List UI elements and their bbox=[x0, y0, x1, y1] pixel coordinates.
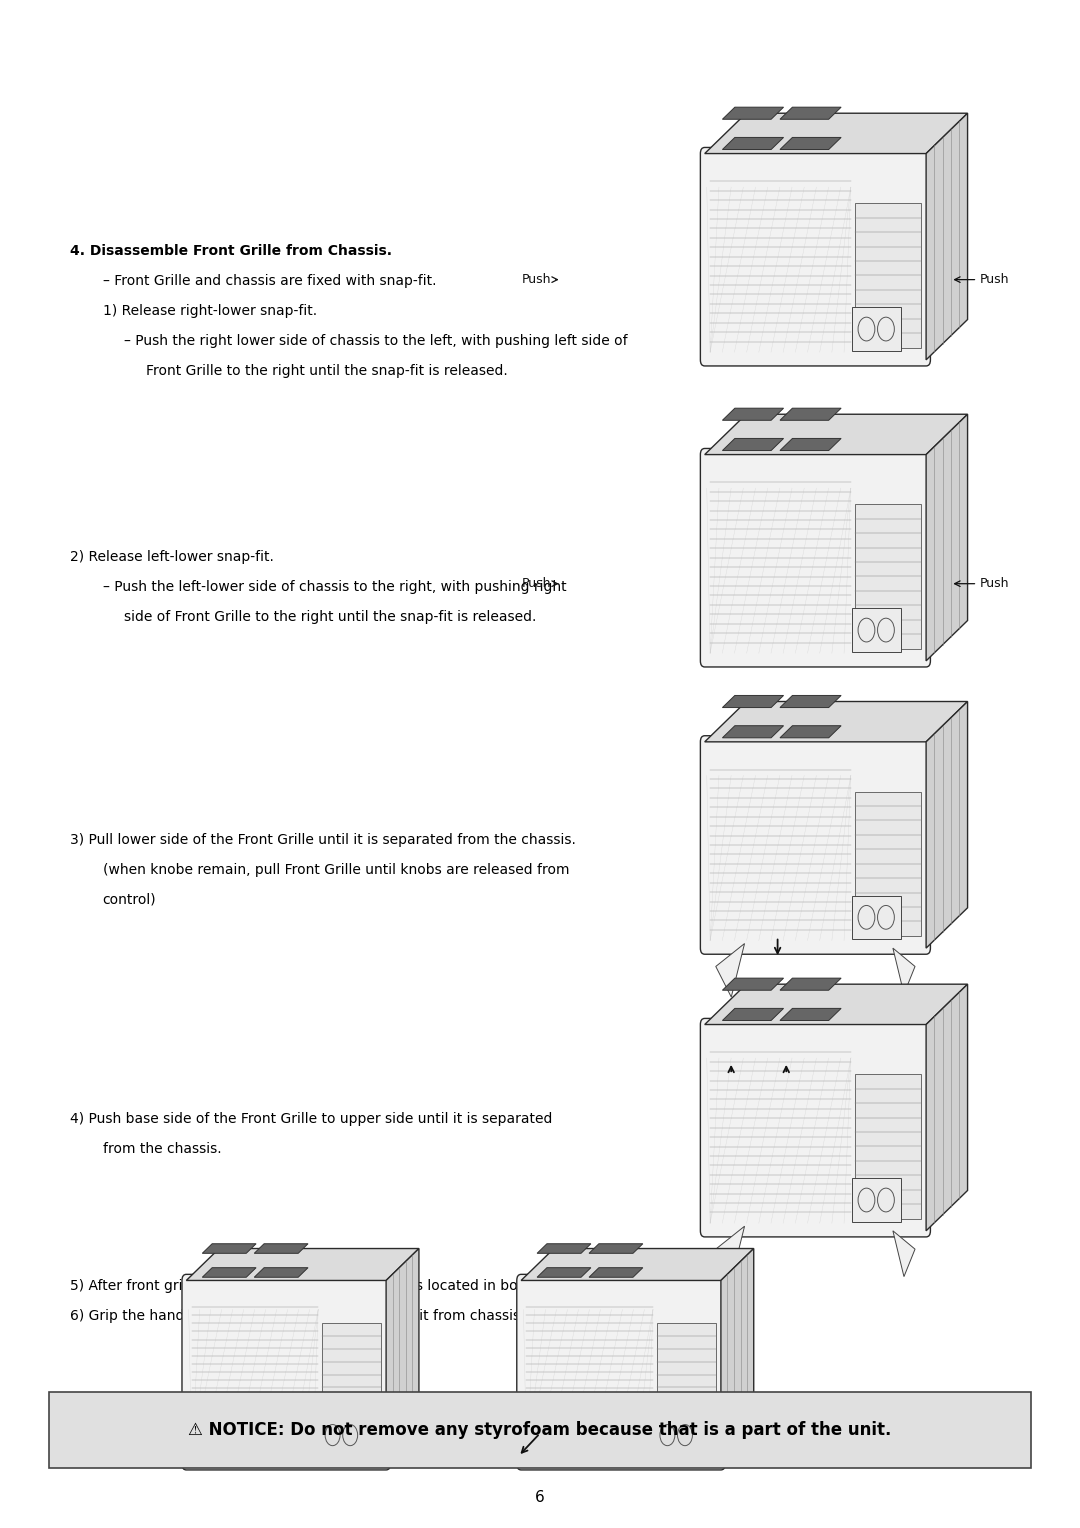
FancyBboxPatch shape bbox=[855, 504, 920, 648]
Polygon shape bbox=[780, 408, 841, 420]
Polygon shape bbox=[254, 1268, 308, 1277]
Text: 2) Release left-lower snap-fit.: 2) Release left-lower snap-fit. bbox=[70, 550, 274, 564]
Polygon shape bbox=[704, 414, 968, 454]
Text: 4. Disassemble Front Grille from Chassis.: 4. Disassemble Front Grille from Chassis… bbox=[70, 244, 392, 258]
Text: 1) Release right-lower snap-fit.: 1) Release right-lower snap-fit. bbox=[103, 304, 316, 318]
Text: Front Grille to the right until the snap-fit is released.: Front Grille to the right until the snap… bbox=[146, 364, 508, 377]
Polygon shape bbox=[537, 1244, 591, 1253]
FancyBboxPatch shape bbox=[855, 792, 920, 935]
Polygon shape bbox=[780, 439, 841, 451]
FancyBboxPatch shape bbox=[852, 1178, 901, 1222]
FancyBboxPatch shape bbox=[855, 203, 920, 348]
Text: – Push the right lower side of chassis to the left, with pushing left side of: – Push the right lower side of chassis t… bbox=[124, 333, 627, 348]
Polygon shape bbox=[721, 1248, 754, 1464]
Polygon shape bbox=[589, 1268, 643, 1277]
Polygon shape bbox=[589, 1244, 643, 1253]
FancyBboxPatch shape bbox=[654, 1415, 699, 1455]
FancyBboxPatch shape bbox=[700, 147, 931, 367]
Polygon shape bbox=[780, 726, 841, 738]
Text: 5) After front grille is removed, remove two screws located in both side of chas: 5) After front grille is removed, remove… bbox=[70, 1279, 642, 1293]
FancyBboxPatch shape bbox=[323, 1323, 381, 1452]
Polygon shape bbox=[387, 1248, 419, 1464]
Text: – Front Grille and chassis are fixed with snap-fit.: – Front Grille and chassis are fixed wit… bbox=[103, 275, 436, 289]
Text: ⚠ NOTICE: Do not remove any styrofoam because that is a part of the unit.: ⚠ NOTICE: Do not remove any styrofoam be… bbox=[188, 1421, 892, 1439]
Polygon shape bbox=[202, 1268, 256, 1277]
FancyBboxPatch shape bbox=[49, 1392, 1031, 1468]
Polygon shape bbox=[780, 138, 841, 150]
FancyBboxPatch shape bbox=[852, 895, 901, 938]
Polygon shape bbox=[187, 1248, 419, 1280]
Polygon shape bbox=[780, 1008, 841, 1021]
Polygon shape bbox=[927, 414, 968, 660]
Polygon shape bbox=[716, 1225, 744, 1280]
FancyBboxPatch shape bbox=[320, 1415, 364, 1455]
Text: 6) Grip the handle of base pan and pull out the unit from chassis.: 6) Grip the handle of base pan and pull … bbox=[70, 1308, 525, 1323]
Polygon shape bbox=[723, 439, 784, 451]
Polygon shape bbox=[927, 701, 968, 947]
Text: – Push the left-lower side of chassis to the right, with pushing right: – Push the left-lower side of chassis to… bbox=[103, 579, 566, 594]
Text: Push: Push bbox=[522, 578, 551, 590]
Text: Push: Push bbox=[980, 274, 1009, 286]
Polygon shape bbox=[716, 943, 744, 996]
FancyBboxPatch shape bbox=[852, 307, 901, 351]
Polygon shape bbox=[704, 984, 968, 1024]
Polygon shape bbox=[893, 1232, 915, 1276]
FancyBboxPatch shape bbox=[852, 608, 901, 651]
Polygon shape bbox=[927, 984, 968, 1232]
Polygon shape bbox=[723, 978, 784, 990]
Text: 3) Pull lower side of the Front Grille until it is separated from the chassis.: 3) Pull lower side of the Front Grille u… bbox=[70, 833, 576, 847]
Text: (when knobe remain, pull Front Grille until knobs are released from: (when knobe remain, pull Front Grille un… bbox=[103, 862, 569, 877]
Text: side of Front Grille to the right until the snap-fit is released.: side of Front Grille to the right until … bbox=[124, 610, 537, 623]
FancyBboxPatch shape bbox=[855, 1074, 920, 1219]
FancyBboxPatch shape bbox=[658, 1323, 715, 1452]
Polygon shape bbox=[927, 113, 968, 359]
Text: Push: Push bbox=[980, 578, 1009, 590]
Text: from the chassis.: from the chassis. bbox=[103, 1143, 221, 1157]
Polygon shape bbox=[254, 1244, 308, 1253]
FancyBboxPatch shape bbox=[181, 1274, 391, 1470]
Polygon shape bbox=[537, 1268, 591, 1277]
Polygon shape bbox=[723, 408, 784, 420]
Polygon shape bbox=[521, 1248, 754, 1280]
Polygon shape bbox=[723, 138, 784, 150]
Text: 6: 6 bbox=[535, 1490, 545, 1505]
FancyBboxPatch shape bbox=[516, 1274, 726, 1470]
Polygon shape bbox=[723, 695, 784, 707]
Polygon shape bbox=[704, 701, 968, 743]
Polygon shape bbox=[780, 978, 841, 990]
Polygon shape bbox=[723, 107, 784, 119]
Polygon shape bbox=[723, 1008, 784, 1021]
Text: control): control) bbox=[103, 892, 157, 906]
Polygon shape bbox=[704, 113, 968, 154]
FancyBboxPatch shape bbox=[700, 1018, 931, 1238]
FancyBboxPatch shape bbox=[700, 449, 931, 666]
Polygon shape bbox=[723, 726, 784, 738]
Polygon shape bbox=[893, 947, 915, 995]
Polygon shape bbox=[202, 1244, 256, 1253]
Text: 4) Push base side of the Front Grille to upper side until it is separated: 4) Push base side of the Front Grille to… bbox=[70, 1112, 553, 1126]
Polygon shape bbox=[780, 695, 841, 707]
Polygon shape bbox=[780, 107, 841, 119]
Text: Push: Push bbox=[522, 274, 551, 286]
FancyBboxPatch shape bbox=[700, 736, 931, 953]
